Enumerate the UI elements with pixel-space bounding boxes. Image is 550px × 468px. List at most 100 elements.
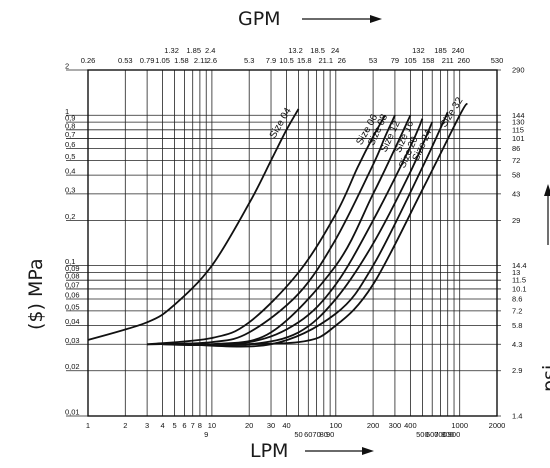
bottom-tick-label: 200 bbox=[367, 421, 380, 430]
bottom-tick-label: 70 bbox=[312, 430, 320, 439]
top-tick-label: 1.58 bbox=[174, 56, 189, 65]
left-tick-label: 0,7 bbox=[65, 130, 75, 139]
top-tick-label: 13.2 bbox=[288, 46, 303, 55]
right-tick-label: 2.9 bbox=[512, 366, 522, 375]
series-curve bbox=[174, 118, 424, 346]
bottom-tick-label: 50 bbox=[294, 430, 302, 439]
grid bbox=[66, 69, 501, 417]
bottom-tick-label: 7 bbox=[191, 421, 195, 430]
bottom-axis-title: LPM bbox=[250, 440, 288, 462]
bottom-tick-label: 2000 bbox=[489, 421, 506, 430]
top-tick-label: 132 bbox=[412, 46, 425, 55]
right-axis-title: psi bbox=[539, 365, 550, 392]
left-tick-label: 0,03 bbox=[65, 336, 80, 345]
right-tick-label: 4.3 bbox=[512, 340, 522, 349]
left-tick-label: 0,6 bbox=[65, 140, 75, 149]
top-tick-label: 26 bbox=[338, 56, 346, 65]
top-tick-label: 185 bbox=[434, 46, 447, 55]
series-curve bbox=[147, 114, 386, 346]
left-tick-label: 2 bbox=[65, 62, 69, 71]
series-curve bbox=[174, 121, 434, 347]
bottom-tick-label: 500 bbox=[416, 430, 429, 439]
right-tick-label: 10.1 bbox=[512, 284, 527, 293]
left-tick-label: 0,5 bbox=[65, 152, 75, 161]
series-curve bbox=[184, 111, 449, 348]
bottom-tick-label: 400 bbox=[404, 421, 417, 430]
left-tick-label: 0,08 bbox=[65, 272, 80, 281]
bottom-tick-label: 1 bbox=[86, 421, 90, 430]
top-tick-label: 21.1 bbox=[318, 56, 333, 65]
top-tick-label: 260 bbox=[457, 56, 470, 65]
bottom-tick-label: 6 bbox=[182, 421, 186, 430]
series-curve bbox=[87, 108, 300, 341]
bottom-tick-label: 8 bbox=[198, 421, 202, 430]
top-tick-label: 79 bbox=[391, 56, 399, 65]
top-axis-title: GPM bbox=[238, 8, 281, 30]
bottom-tick-label: 10 bbox=[208, 421, 216, 430]
top-tick-label: 105 bbox=[404, 56, 417, 65]
top-tick-label: 1.85 bbox=[186, 46, 201, 55]
top-tick-label: 53 bbox=[369, 56, 377, 65]
top-tick-label: 10.5 bbox=[279, 56, 294, 65]
left-axis-title: ($) MPa bbox=[25, 258, 47, 330]
right-tick-label: 144 bbox=[512, 111, 525, 120]
bottom-tick-label: 100 bbox=[330, 421, 343, 430]
left-tick-label: 0,2 bbox=[65, 212, 75, 221]
top-tick-label: 0.79 bbox=[140, 56, 155, 65]
right-arrow-head bbox=[544, 184, 550, 196]
bottom-tick-label: 4 bbox=[161, 421, 165, 430]
right-tick-label: 130 bbox=[512, 118, 525, 127]
top-tick-label: 15.8 bbox=[297, 56, 312, 65]
bottom-tick-label: 600 bbox=[426, 430, 439, 439]
left-tick-label: 0,05 bbox=[65, 302, 80, 311]
left-tick-label: 0,4 bbox=[65, 167, 75, 176]
bottom-tick-label: 80 bbox=[320, 430, 328, 439]
series-curve bbox=[192, 102, 468, 346]
top-tick-label: 2.6 bbox=[207, 56, 217, 65]
top-tick-label: 530 bbox=[491, 56, 504, 65]
left-tick-label: 0,06 bbox=[65, 290, 80, 299]
top-tick-label: 18.5 bbox=[310, 46, 325, 55]
bottom-tick-label: 9 bbox=[204, 430, 208, 439]
right-tick-label: 1.4 bbox=[512, 412, 522, 421]
right-tick-label: 86 bbox=[512, 144, 520, 153]
bottom-tick-label: 300 bbox=[389, 421, 402, 430]
top-tick-label: 7.9 bbox=[266, 56, 276, 65]
left-tick-label: 0,01 bbox=[65, 408, 80, 417]
bottom-tick-label: 5 bbox=[173, 421, 177, 430]
top-tick-label: 24 bbox=[331, 46, 339, 55]
plot-frame bbox=[87, 69, 498, 417]
left-tick-label: 0,3 bbox=[65, 185, 75, 194]
bottom-tick-label: 1000 bbox=[451, 421, 468, 430]
top-tick-label: 2.4 bbox=[205, 46, 215, 55]
series-curve bbox=[147, 114, 396, 346]
left-tick-label: 0,09 bbox=[65, 264, 80, 273]
top-tick-label: 158 bbox=[422, 56, 435, 65]
left-tick-label: 0,04 bbox=[65, 317, 80, 326]
right-tick-label: 72 bbox=[512, 156, 520, 165]
bottom-tick-label: 700 bbox=[434, 430, 447, 439]
left-tick-label: 1 bbox=[65, 107, 69, 116]
bottom-arrow-head bbox=[362, 447, 374, 455]
right-tick-label: 5.8 bbox=[512, 321, 522, 330]
top-tick-label: 2.11 bbox=[194, 56, 208, 65]
bottom-tick-label: 90 bbox=[326, 430, 334, 439]
left-tick-label: 0,9 bbox=[65, 114, 75, 123]
curves bbox=[87, 102, 468, 348]
right-tick-label: 115 bbox=[512, 125, 524, 134]
bottom-tick-label: 30 bbox=[267, 421, 275, 430]
right-tick-label: 14.4 bbox=[512, 261, 527, 270]
right-tick-label: 101 bbox=[512, 134, 525, 143]
right-tick-label: 8.6 bbox=[512, 294, 522, 303]
left-tick-label: 0,07 bbox=[65, 280, 80, 289]
bottom-tick-label: 40 bbox=[282, 421, 290, 430]
top-tick-label: 0.26 bbox=[81, 56, 96, 65]
top-tick-label: 240 bbox=[452, 46, 465, 55]
right-tick-label: 43 bbox=[512, 189, 520, 198]
bottom-tick-label: 2 bbox=[123, 421, 127, 430]
top-tick-label: 1.32 bbox=[164, 46, 179, 55]
top-arrow-head bbox=[370, 15, 382, 23]
left-tick-label: 0,02 bbox=[65, 362, 80, 371]
